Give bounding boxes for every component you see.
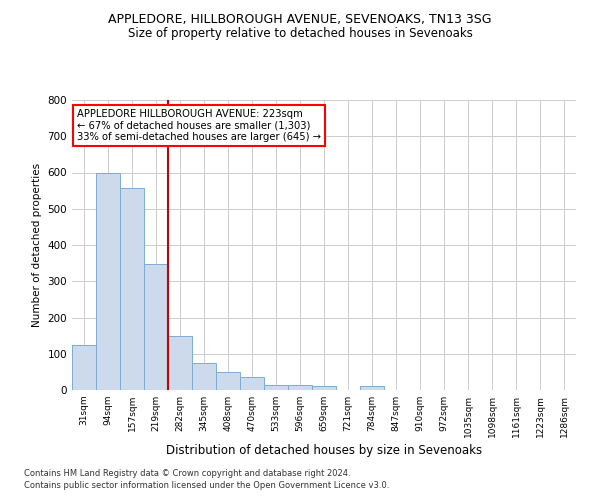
Text: APPLEDORE, HILLBOROUGH AVENUE, SEVENOAKS, TN13 3SG: APPLEDORE, HILLBOROUGH AVENUE, SEVENOAKS…	[108, 12, 492, 26]
Bar	[144, 264, 168, 390]
X-axis label: Distribution of detached houses by size in Sevenoaks: Distribution of detached houses by size …	[166, 444, 482, 457]
Bar	[72, 344, 96, 390]
Text: Size of property relative to detached houses in Sevenoaks: Size of property relative to detached ho…	[128, 28, 472, 40]
Bar	[168, 336, 192, 390]
Bar	[240, 378, 264, 390]
Text: Contains HM Land Registry data © Crown copyright and database right 2024.: Contains HM Land Registry data © Crown c…	[24, 468, 350, 477]
Bar	[264, 384, 288, 390]
Bar	[360, 386, 384, 390]
Text: APPLEDORE HILLBOROUGH AVENUE: 223sqm
← 67% of detached houses are smaller (1,303: APPLEDORE HILLBOROUGH AVENUE: 223sqm ← 6…	[77, 108, 321, 142]
Bar	[192, 363, 216, 390]
Bar	[96, 172, 120, 390]
Text: Contains public sector information licensed under the Open Government Licence v3: Contains public sector information licen…	[24, 481, 389, 490]
Bar	[216, 372, 240, 390]
Bar	[288, 386, 312, 390]
Y-axis label: Number of detached properties: Number of detached properties	[32, 163, 42, 327]
Bar	[120, 188, 144, 390]
Bar	[312, 386, 336, 390]
